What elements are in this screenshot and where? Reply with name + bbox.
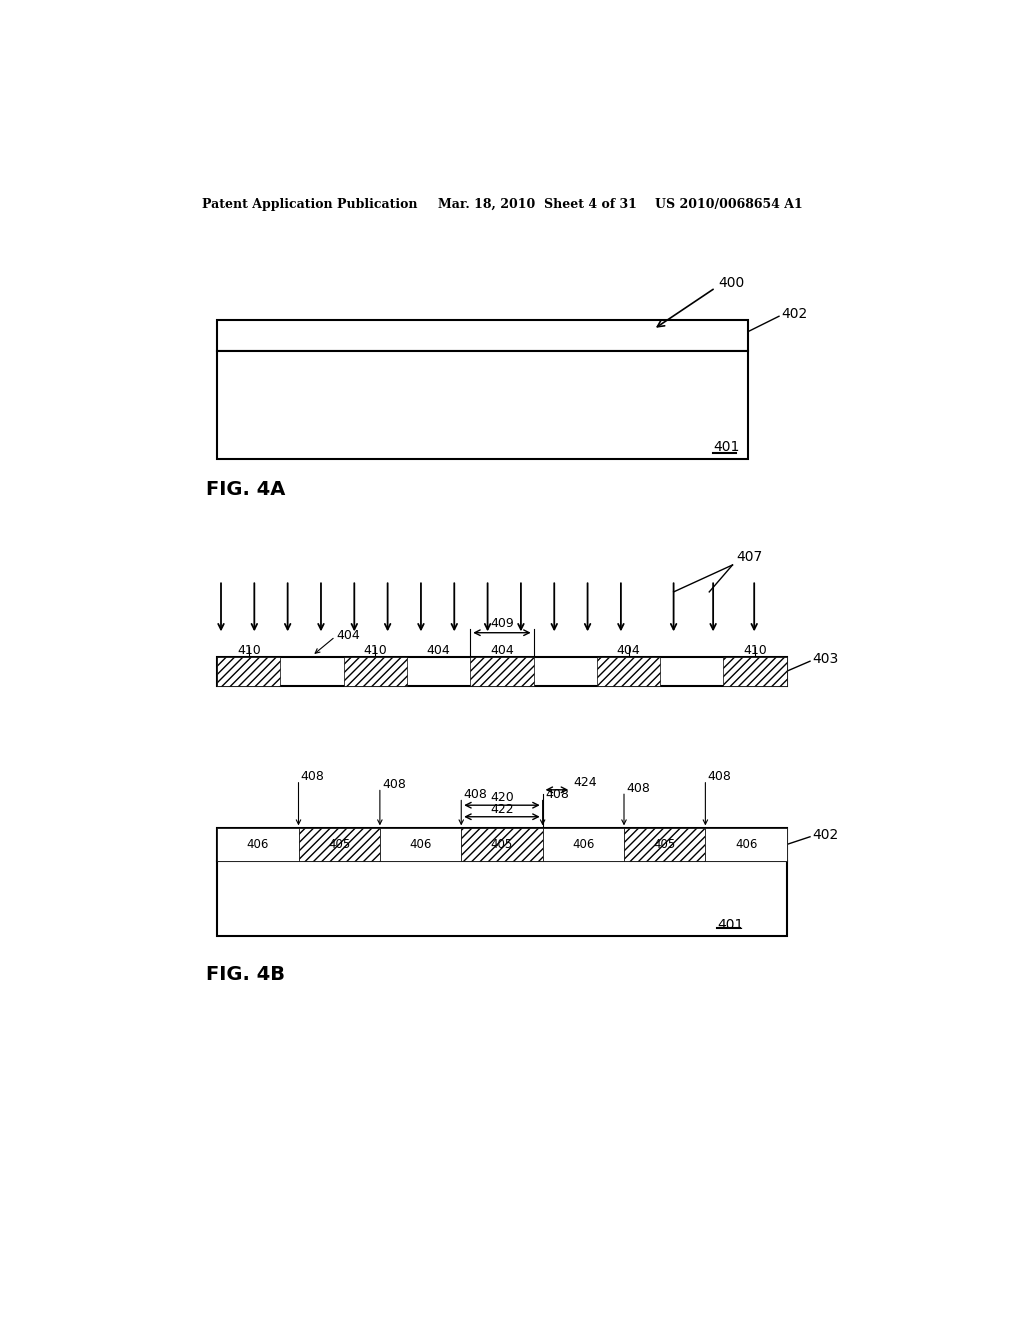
Text: 410: 410 — [364, 644, 387, 657]
Bar — [217, 321, 748, 351]
Text: 401: 401 — [717, 917, 743, 932]
Bar — [380, 829, 461, 861]
Bar — [624, 829, 706, 861]
Bar — [217, 861, 786, 936]
Text: 422: 422 — [490, 803, 514, 816]
Text: 408: 408 — [545, 788, 568, 801]
Text: 410: 410 — [237, 644, 261, 657]
Text: 407: 407 — [736, 550, 763, 564]
Bar — [706, 829, 786, 861]
Text: 403: 403 — [812, 652, 839, 665]
Text: 410: 410 — [743, 644, 767, 657]
Text: US 2010/0068654 A1: US 2010/0068654 A1 — [655, 198, 803, 211]
Text: Patent Application Publication: Patent Application Publication — [202, 198, 417, 211]
Bar — [217, 829, 786, 861]
Text: 406: 406 — [247, 838, 269, 851]
Text: FIG. 4B: FIG. 4B — [206, 965, 285, 985]
Text: 408: 408 — [301, 770, 325, 783]
Text: 404: 404 — [427, 644, 451, 657]
Text: FIG. 4A: FIG. 4A — [206, 480, 285, 499]
Bar — [217, 351, 748, 459]
Text: 405: 405 — [653, 838, 676, 851]
Bar — [724, 657, 786, 686]
Text: 401: 401 — [713, 440, 739, 454]
Text: 420: 420 — [490, 791, 514, 804]
Text: 424: 424 — [573, 776, 597, 788]
Text: 406: 406 — [410, 838, 432, 851]
Bar — [461, 829, 543, 861]
Text: 409: 409 — [490, 616, 514, 630]
Bar — [217, 829, 299, 861]
Text: 404: 404 — [337, 628, 360, 642]
Text: 400: 400 — [719, 276, 744, 290]
Bar — [543, 829, 624, 861]
Text: 408: 408 — [464, 788, 487, 801]
Text: Mar. 18, 2010  Sheet 4 of 31: Mar. 18, 2010 Sheet 4 of 31 — [438, 198, 637, 211]
Text: 404: 404 — [616, 644, 640, 657]
Bar — [597, 657, 660, 686]
Bar — [344, 657, 407, 686]
Bar — [470, 657, 534, 686]
Text: 406: 406 — [735, 838, 758, 851]
Text: 406: 406 — [572, 838, 595, 851]
Bar — [217, 657, 281, 686]
Text: 405: 405 — [490, 838, 513, 851]
Text: 404: 404 — [490, 644, 514, 657]
Text: 408: 408 — [627, 781, 650, 795]
Bar — [299, 829, 380, 861]
Text: 402: 402 — [812, 828, 839, 842]
Bar — [217, 657, 786, 686]
Text: 402: 402 — [781, 308, 808, 321]
Text: 405: 405 — [328, 838, 350, 851]
Text: 408: 408 — [382, 777, 407, 791]
Text: 408: 408 — [708, 770, 731, 783]
